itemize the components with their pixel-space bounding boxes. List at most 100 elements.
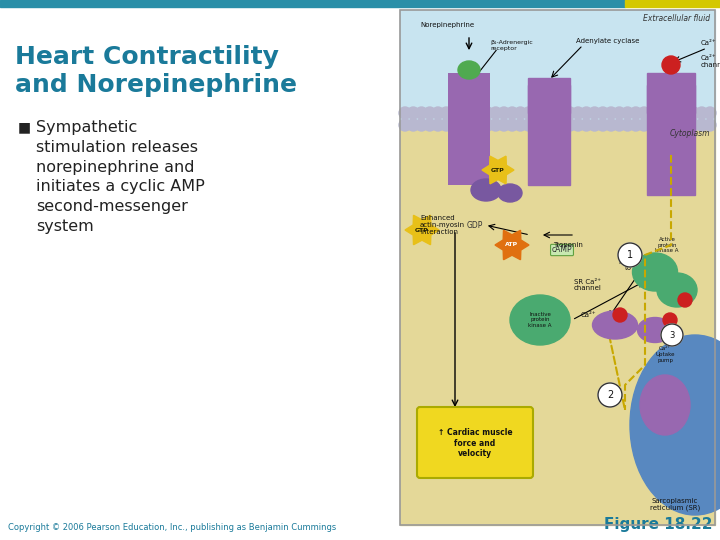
Text: Sarcoplasmic
reticulum (SR): Sarcoplasmic reticulum (SR) (650, 497, 700, 511)
Circle shape (663, 313, 677, 327)
Circle shape (514, 107, 526, 119)
Circle shape (613, 308, 627, 322)
Bar (448, 85, 490, 185)
Text: binds
to: binds to (618, 259, 637, 272)
Circle shape (618, 243, 642, 267)
Bar (647, 73, 695, 113)
Circle shape (523, 119, 535, 131)
Circle shape (424, 107, 436, 119)
Circle shape (671, 119, 683, 131)
Text: β₁-Adrenergic
receptor: β₁-Adrenergic receptor (490, 40, 533, 51)
Polygon shape (495, 230, 529, 260)
Text: Inactive
protein
kinase A: Inactive protein kinase A (528, 312, 552, 328)
Circle shape (671, 107, 683, 119)
Circle shape (556, 119, 567, 131)
Ellipse shape (640, 375, 690, 435)
Bar (400, 125, 715, 525)
Circle shape (605, 119, 617, 131)
Text: ■: ■ (18, 120, 31, 134)
Text: Sympathetic
stimulation releases
norepinephrine and
initiates a cyclic AMP
secon: Sympathetic stimulation releases norepin… (36, 120, 204, 234)
Circle shape (415, 119, 428, 131)
Bar (400, 10, 715, 525)
FancyBboxPatch shape (417, 407, 533, 478)
Circle shape (473, 119, 485, 131)
Ellipse shape (657, 273, 697, 307)
Text: Copyright © 2006 Pearson Education, Inc., publishing as Benjamin Cummings: Copyright © 2006 Pearson Education, Inc.… (8, 523, 336, 532)
Ellipse shape (593, 311, 637, 339)
Text: Extracellular fluid: Extracellular fluid (643, 14, 710, 23)
Bar (528, 78, 570, 113)
Circle shape (654, 119, 667, 131)
Circle shape (564, 107, 576, 119)
Circle shape (490, 107, 502, 119)
Text: Heart Contractility: Heart Contractility (15, 45, 279, 69)
Text: 3: 3 (670, 330, 675, 340)
Circle shape (564, 119, 576, 131)
Text: Figure 18.22: Figure 18.22 (603, 517, 712, 532)
Circle shape (696, 119, 708, 131)
Circle shape (490, 119, 502, 131)
Bar (625, 0, 720, 7)
Text: GTP: GTP (491, 167, 505, 172)
Circle shape (424, 119, 436, 131)
Circle shape (498, 107, 510, 119)
Ellipse shape (630, 335, 720, 515)
Circle shape (440, 107, 452, 119)
Circle shape (523, 107, 535, 119)
Circle shape (547, 107, 559, 119)
Circle shape (514, 119, 526, 131)
Circle shape (539, 107, 551, 119)
Circle shape (408, 119, 419, 131)
Circle shape (531, 107, 543, 119)
Ellipse shape (458, 61, 480, 79)
Circle shape (473, 107, 485, 119)
Circle shape (506, 119, 518, 131)
Text: Ca²⁺
Uptake
pump: Ca²⁺ Uptake pump (655, 346, 675, 363)
Ellipse shape (471, 179, 501, 201)
Circle shape (605, 107, 617, 119)
Circle shape (572, 107, 584, 119)
Circle shape (482, 119, 493, 131)
Circle shape (432, 107, 444, 119)
Circle shape (449, 119, 461, 131)
Circle shape (654, 107, 667, 119)
Circle shape (449, 107, 461, 119)
Circle shape (531, 119, 543, 131)
Circle shape (539, 119, 551, 131)
Text: GDP: GDP (467, 220, 483, 230)
Text: Adenylate cyclase: Adenylate cyclase (576, 38, 639, 44)
Circle shape (415, 107, 428, 119)
Text: SR Ca²⁺
channel: SR Ca²⁺ channel (574, 279, 602, 292)
Ellipse shape (632, 253, 678, 291)
Ellipse shape (498, 184, 522, 202)
Circle shape (638, 119, 650, 131)
Text: 2: 2 (607, 390, 613, 400)
Circle shape (704, 119, 716, 131)
Circle shape (440, 119, 452, 131)
Text: Enhanced
actin-myosin
interaction: Enhanced actin-myosin interaction (420, 215, 465, 235)
Circle shape (572, 119, 584, 131)
Text: ↑ Cardiac muscle
force and
velocity: ↑ Cardiac muscle force and velocity (438, 428, 513, 458)
Text: GTP: GTP (415, 227, 429, 233)
Circle shape (408, 107, 419, 119)
Circle shape (662, 56, 680, 74)
Circle shape (613, 119, 626, 131)
Circle shape (580, 119, 593, 131)
Circle shape (432, 119, 444, 131)
Text: 1: 1 (627, 250, 633, 260)
Circle shape (621, 107, 634, 119)
Circle shape (456, 107, 469, 119)
Circle shape (638, 107, 650, 119)
Circle shape (580, 107, 593, 119)
Text: Troponin: Troponin (553, 242, 583, 248)
Circle shape (663, 107, 675, 119)
Circle shape (696, 107, 708, 119)
Circle shape (661, 324, 683, 346)
Circle shape (688, 107, 700, 119)
Circle shape (597, 119, 609, 131)
Circle shape (556, 107, 567, 119)
Ellipse shape (637, 318, 672, 342)
Circle shape (598, 383, 622, 407)
Text: Ca²⁺: Ca²⁺ (580, 312, 596, 318)
Bar (647, 85, 695, 195)
